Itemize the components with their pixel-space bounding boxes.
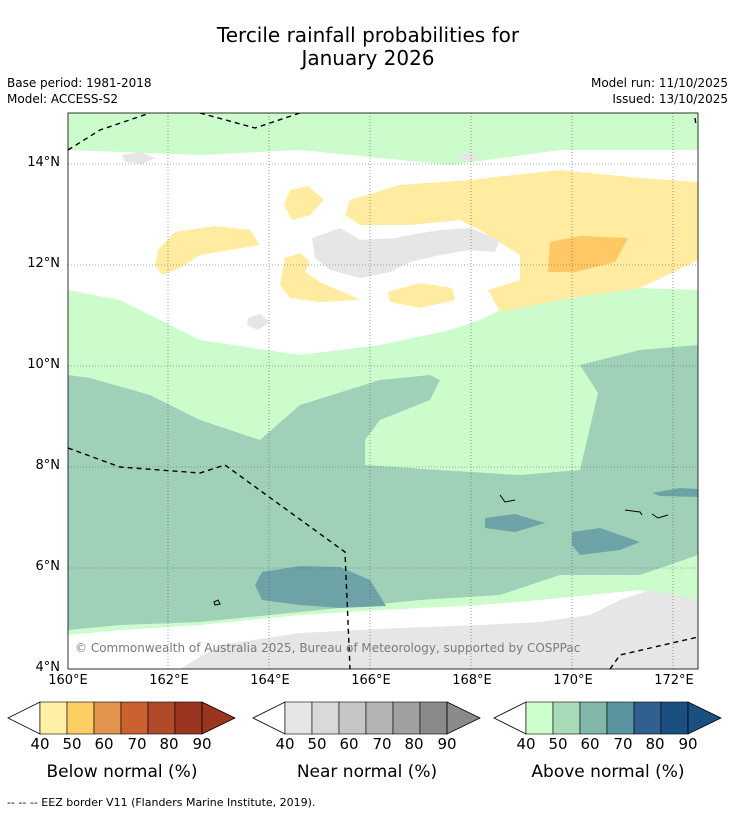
lon-label-168e: 168°E [452, 673, 492, 688]
eez-border [68, 113, 698, 669]
base-period: Base period: 1981-2018 [7, 76, 152, 90]
above-normal-60-patch-b [572, 528, 640, 555]
above-normal-50-band [68, 345, 698, 630]
cb-near-tick: 40 [275, 735, 295, 753]
chart-title-line2: January 2026 [301, 46, 435, 70]
colorbar-swatch [93, 701, 122, 735]
colorbar-swatch [338, 701, 367, 735]
cb-near-tick: 60 [339, 735, 359, 753]
cb-above-tick: 90 [678, 735, 698, 753]
meta-left: Base period: 1981-2018 Model: ACCESS-S2 [7, 75, 152, 107]
cb-below-tick: 40 [30, 735, 50, 753]
lon-label-170e: 170°E [553, 673, 593, 688]
cb-above-tick: 40 [516, 735, 536, 753]
model-name: Model: ACCESS-S2 [7, 92, 119, 106]
colorbar-swatch [284, 701, 313, 735]
lat-label-8n: 8°N [35, 458, 61, 473]
lon-label-162e: 162°E [149, 673, 189, 688]
below-normal-40-west [155, 226, 260, 275]
cb-above-tick: 70 [613, 735, 633, 753]
cb-near-tick: 80 [404, 735, 424, 753]
colorbar-swatch [606, 701, 635, 735]
colorbar-swatch [311, 701, 340, 735]
colorbar-swatch [419, 701, 448, 735]
lat-label-6n: 6°N [35, 559, 61, 574]
colorbar-above-label: Above normal (%) [531, 762, 685, 782]
model-run: Model run: 11/10/2025 [590, 76, 728, 90]
colorbar-swatch [525, 701, 554, 735]
above-normal-40-top [68, 113, 698, 165]
colorbar-swatch [392, 701, 421, 735]
below-normal-40-small-c [388, 283, 455, 308]
colorbar-swatch [365, 701, 394, 735]
cb-below-tick: 70 [127, 735, 147, 753]
colorbar-near [252, 701, 481, 735]
below-normal-50-patch [548, 236, 628, 272]
lat-label-12n: 12°N [27, 256, 60, 271]
lon-label-166e: 166°E [351, 673, 391, 688]
lat-label-10n: 10°N [27, 357, 60, 372]
lon-label-172e: 172°E [654, 673, 694, 688]
colorbar-below [7, 701, 236, 735]
chart-title-line1: Tercile rainfall probabilities for [216, 23, 520, 47]
cb-above-tick: 50 [548, 735, 568, 753]
colorbar-swatch [579, 701, 608, 735]
cb-below-tick: 90 [192, 735, 212, 753]
colorbar-swatch [552, 701, 581, 735]
lat-label-4n: 4°N [35, 660, 61, 675]
cb-above-tick: 60 [580, 735, 600, 753]
near-normal-40-se [180, 590, 698, 669]
below-normal-40-small-a [284, 186, 324, 220]
colorbar-below-label: Below normal (%) [46, 762, 198, 782]
map-frame [67, 112, 699, 670]
issued-date: Issued: 13/10/2025 [612, 92, 728, 106]
copyright-notice: © Commonwealth of Australia 2025, Bureau… [75, 641, 581, 655]
colorbar-swatch [39, 701, 68, 735]
above-normal-60-patch-a [255, 566, 386, 608]
colorbar-swatch [120, 701, 149, 735]
legend-footnote: -- -- -- EEZ border V11 (Flanders Marine… [7, 796, 316, 809]
cb-below-tick: 50 [62, 735, 82, 753]
near-normal-40-d [247, 314, 270, 330]
colorbar-swatch [633, 701, 662, 735]
above-normal-60-patch-d [652, 488, 698, 497]
lat-label-14n: 14°N [27, 155, 60, 170]
islands [213, 494, 669, 606]
cb-below-tick: 80 [159, 735, 179, 753]
lon-label-160e: 160°E [48, 673, 88, 688]
colorbar-above [493, 701, 722, 735]
colorbar-swatch [660, 701, 689, 735]
colorbar-swatch [147, 701, 176, 735]
cb-near-tick: 70 [372, 735, 392, 753]
cb-below-tick: 60 [94, 735, 114, 753]
near-normal-40-a [312, 228, 500, 278]
below-normal-40-east [345, 170, 698, 312]
near-normal-40-c [458, 152, 478, 163]
colorbar-swatch [174, 701, 203, 735]
gridlines [68, 113, 698, 669]
above-normal-60-patch-c [485, 514, 545, 532]
map-region [68, 113, 698, 669]
cb-above-tick: 80 [645, 735, 665, 753]
near-normal-40-b [122, 152, 155, 164]
lon-label-164e: 164°E [250, 673, 290, 688]
cb-near-tick: 50 [307, 735, 327, 753]
cb-near-tick: 90 [437, 735, 457, 753]
colorbar-swatch [66, 701, 95, 735]
meta-right: Model run: 11/10/2025 Issued: 13/10/2025 [591, 75, 728, 107]
colorbar-near-label: Near normal (%) [296, 762, 438, 782]
